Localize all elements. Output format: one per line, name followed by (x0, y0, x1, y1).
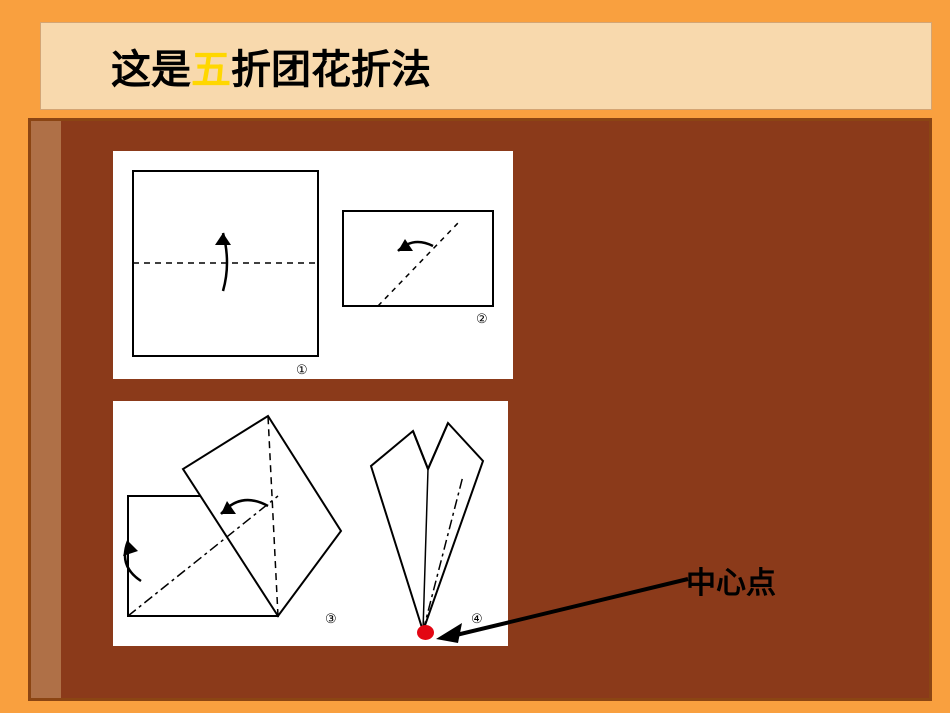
main-panel: ① ② ③ (28, 118, 932, 701)
step3-flap (183, 416, 341, 616)
step2-label: ② (476, 311, 488, 326)
diagram-svg-top: ① ② (113, 151, 513, 379)
step3-label: ③ (325, 611, 337, 626)
sidebar-texture (31, 121, 61, 698)
diagram-steps-3-4: ③ ④ (113, 401, 508, 646)
title-post: 折团花折法 (231, 48, 431, 92)
center-point-label: 中心点 (686, 558, 776, 602)
step1-label: ① (296, 362, 308, 377)
step2-arrow-head (398, 239, 413, 251)
diagram-svg-bottom: ③ ④ (113, 401, 508, 646)
diagram-steps-1-2: ① ② (113, 151, 513, 379)
step2-rect (343, 211, 493, 306)
step4-cone (371, 423, 483, 631)
step4-label: ④ (471, 611, 483, 626)
title-pre: 这是 (111, 48, 191, 92)
step2-fold-line (378, 223, 458, 306)
header-band: 这是五折团花折法 (40, 22, 932, 110)
title-highlight: 五 (191, 48, 231, 92)
page-title: 这是五折团花折法 (111, 37, 431, 95)
step1-arrow-head (215, 233, 231, 245)
center-point-dot (417, 625, 434, 640)
